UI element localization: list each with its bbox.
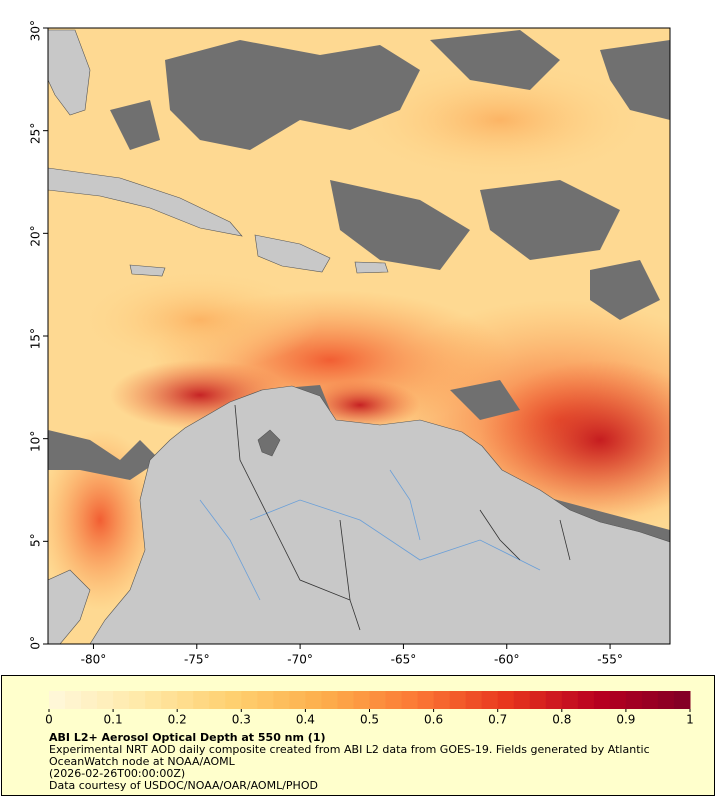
colorbar-tick-label: 0.5 [360,713,379,727]
colorbar-step [209,691,226,709]
land [48,29,670,644]
y-tick-label: 20° [29,225,43,246]
colorbar-step [481,691,499,709]
colorbar-step [385,691,403,709]
x-tick-label: -75° [184,653,210,667]
colorbar-step [337,691,354,709]
x-tick-label: -65° [391,653,417,667]
colorbar-tick-label: 0.3 [232,713,251,727]
y-tick-label: 10° [29,431,43,452]
colorbar-step [641,691,659,709]
colorbar-step [321,691,338,709]
caption-line: Data courtesy of USDOC/NOAA/OAR/AOML/PHO… [49,779,318,792]
colorbar-step [449,691,467,709]
colorbar-step [561,691,579,709]
colorbar-tick-label: 0.4 [296,713,315,727]
colorbar: 0 0.1 0.2 0.3 0.4 0.5 0.6 0.7 0.8 0.9 1 [45,691,694,727]
colorbar-step [161,691,178,709]
colorbar-step [225,691,242,709]
title: ABI L2+ Aerosol Optical Depth at 550 nm … [49,731,326,744]
colorbar-tick-label: 0 [45,713,53,727]
colorbar-step [273,691,290,709]
colorbar-step [465,691,483,709]
map: -80° -75° -70° -65° -60° -55° 0° 5° 10° 15° 20° 25°… [29,20,671,667]
colorbar-step [289,691,306,709]
colorbar-step [497,691,515,709]
map-image [48,28,670,644]
x-tick-label: -80° [81,653,107,667]
y-tick-label: 0° [29,636,43,650]
colorbar-step [145,691,162,709]
colorbar-step [49,691,66,709]
colorbar-tick-label: 0.1 [104,713,123,727]
colorbar-step [609,691,627,709]
colorbar-step [113,691,130,709]
legend-panel: 0 0.1 0.2 0.3 0.4 0.5 0.6 0.7 0.8 0.9 1 ABI L2+ Ae… [1,675,715,796]
x-tick-label: -70° [287,653,313,667]
colorbar-tick-label: 0.9 [616,713,635,727]
colorbar-step [81,691,98,709]
colorbar-tick-label: 0.7 [488,713,507,727]
colorbar-step [513,691,531,709]
caption-line: Experimental NRT AOD daily composite cre… [49,743,650,768]
x-tick-label: -55° [597,653,623,667]
colorbar-step [593,691,611,709]
colorbar-step [177,691,194,709]
colorbar-step [529,691,547,709]
colorbar-step [241,691,258,709]
colorbar-tick-label: 0.8 [552,713,571,727]
y-tick-label: 15° [29,328,43,349]
colorbar-step [97,691,114,709]
x-tick-label: -60° [494,653,520,667]
colorbar-tick-label: 0.6 [424,713,443,727]
borders [234,404,571,631]
colorbar-step [257,691,274,709]
caption-line: (2026-02-26T00:00:00Z) [49,767,186,780]
colorbar-step [433,691,451,709]
colorbar-step [401,691,419,709]
colorbar-step [353,691,370,709]
colorbar-step [129,691,146,709]
colorbar-step [657,691,675,709]
colorbar-step [65,691,82,709]
colorbar-step [545,691,563,709]
caption: ABI L2+ Aerosol Optical Depth at 550 nm … [49,732,689,792]
y-tick-label: 5° [29,533,43,547]
rivers [199,469,541,601]
colorbar-step [417,691,435,709]
y-tick-label: 30° [29,20,43,41]
colorbar-step [369,691,387,709]
colorbar-tick-label: 0.2 [168,713,187,727]
colorbar-step [305,691,322,709]
colorbar-tick-label: 1 [686,713,694,727]
colorbar-step [625,691,643,709]
colorbar-step [577,691,595,709]
colorbar-step [193,691,210,709]
colorbar-step [673,691,691,709]
y-tick-label: 25° [29,123,43,144]
